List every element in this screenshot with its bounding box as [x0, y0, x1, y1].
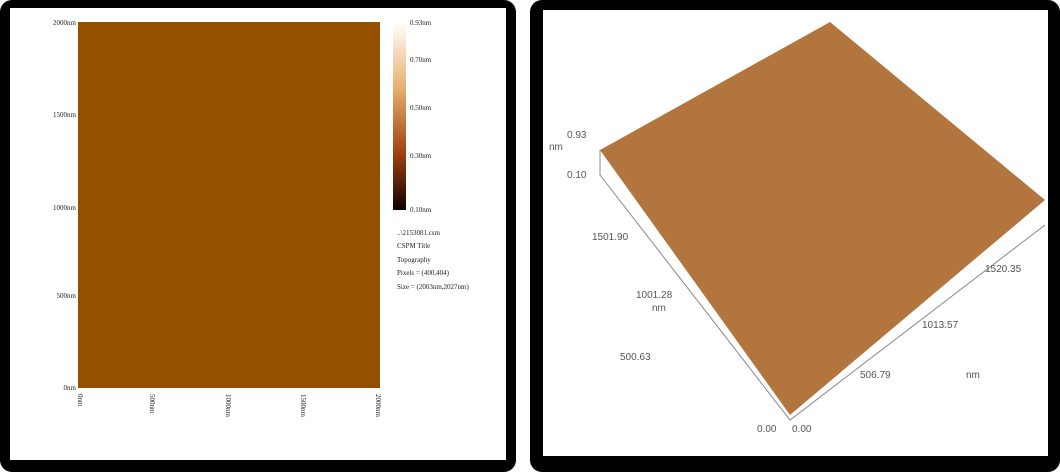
info-text: ..\2153081.csm	[397, 229, 441, 237]
y-label: 0.00	[757, 424, 777, 435]
info-text: Pixels = (400,404)	[397, 269, 450, 277]
colorbar-label: 0.30nm	[410, 152, 432, 160]
x-unit: nm	[966, 370, 980, 381]
y-unit: nm	[652, 303, 666, 314]
x-axis-label: 1000nm	[224, 394, 232, 418]
x-axis-label: 500nm	[148, 394, 156, 414]
info-text: Topography	[397, 256, 431, 264]
x-label: 1013.57	[922, 320, 959, 331]
colorbar-label: 0.10nm	[410, 206, 432, 214]
z-label: 0.93	[567, 130, 587, 141]
x-label: 0.00	[792, 424, 812, 435]
x-axis-label: 2000nm	[374, 394, 382, 418]
y-label: 500.63	[620, 352, 651, 363]
x-axis-label: 0nm	[76, 394, 84, 407]
y-label: 1001.28	[636, 290, 673, 301]
info-text: Size = (2003nm,2027nm)	[397, 283, 469, 291]
y-label: 1501.90	[592, 232, 629, 243]
y-axis-label: 0nm	[64, 384, 77, 392]
colorbar	[393, 22, 406, 210]
y-axis-label: 500nm	[57, 292, 77, 300]
figure: 2000nm 1500nm 1000nm 500nm 0nm 0nm 500nm 1000nm…	[0, 0, 1060, 472]
colorbar-label: 0.70nm	[410, 56, 432, 64]
z-label: 0.10	[567, 170, 587, 181]
info-text: CSPM Title	[397, 242, 430, 250]
colorbar-label: 0.50nm	[410, 104, 432, 112]
colorbar-label: 0.93nm	[410, 19, 432, 27]
x-axis-label: 1500nm	[299, 394, 307, 418]
z-unit: nm	[549, 142, 563, 153]
y-axis-label: 1500nm	[53, 111, 77, 119]
y-axis-label: 2000nm	[53, 19, 77, 27]
y-axis-label: 1000nm	[53, 204, 77, 212]
x-label: 506.79	[860, 370, 891, 381]
afm-topography-image	[78, 22, 380, 388]
x-label: 1520.35	[985, 264, 1022, 275]
